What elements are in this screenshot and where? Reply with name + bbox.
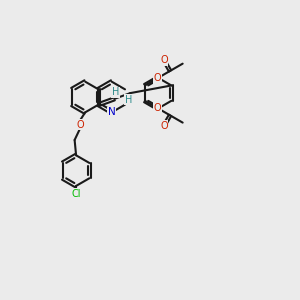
Text: H: H xyxy=(112,87,119,98)
Text: Cl: Cl xyxy=(71,189,81,199)
Text: O: O xyxy=(154,103,161,113)
Text: O: O xyxy=(160,121,168,131)
Text: H: H xyxy=(125,94,132,105)
Text: N: N xyxy=(108,107,116,117)
Text: O: O xyxy=(154,73,161,83)
Text: O: O xyxy=(160,55,168,65)
Text: O: O xyxy=(76,120,84,130)
